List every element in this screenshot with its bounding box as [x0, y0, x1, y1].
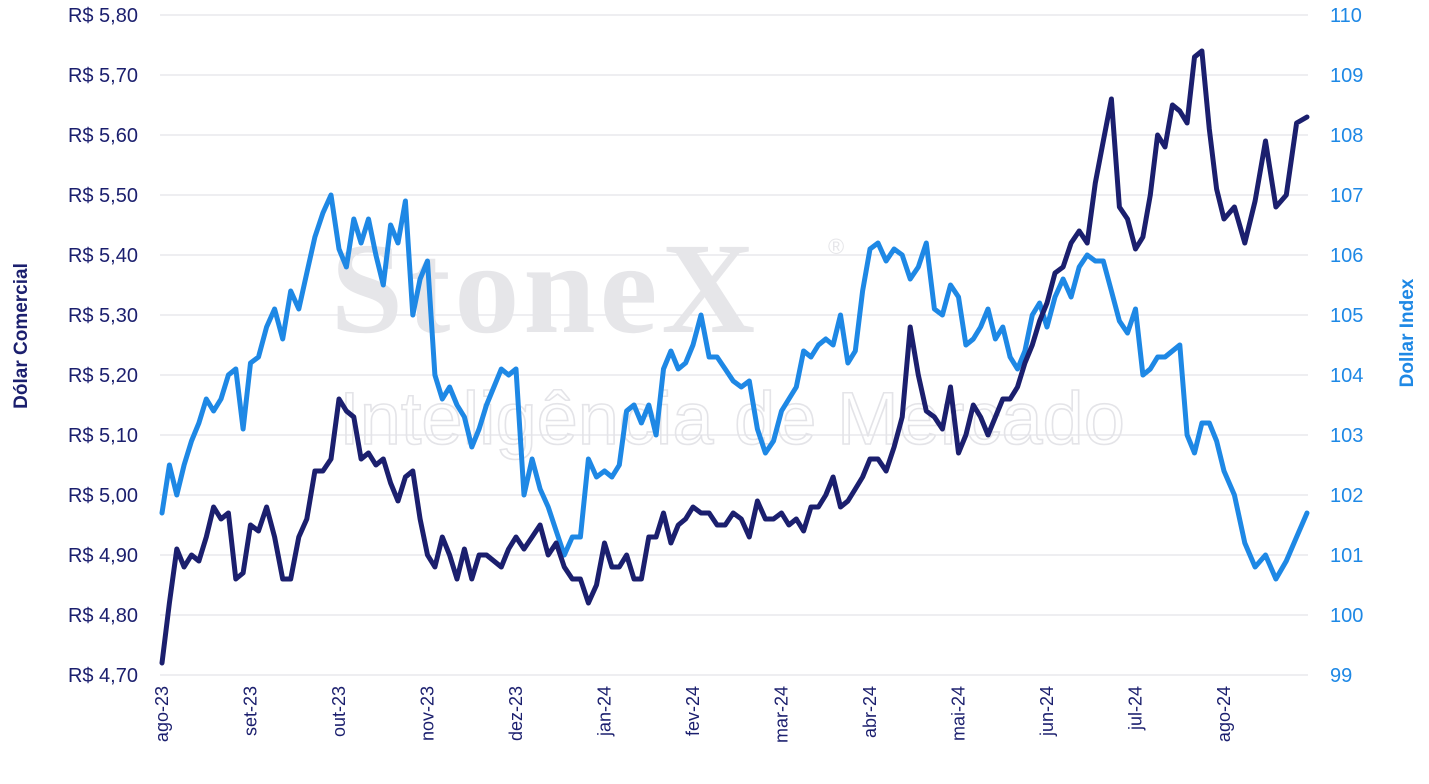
- x-tick-label: jan-24: [595, 686, 615, 737]
- watermark-registered-mark: ®: [828, 234, 844, 259]
- right-tick-label: 106: [1330, 245, 1363, 267]
- left-tick-label: R$ 5,10: [68, 425, 138, 447]
- right-tick-label: 101: [1330, 545, 1363, 567]
- right-tick-label: 108: [1330, 125, 1363, 147]
- x-tick-label: jul-24: [1126, 686, 1146, 731]
- x-tick-label: fev-24: [683, 686, 703, 736]
- dolar-comercial-line: [159, 48, 1310, 666]
- right-tick-label: 103: [1330, 425, 1363, 447]
- x-tick-label: jun-24: [1037, 686, 1057, 737]
- x-tick-label: mar-24: [772, 686, 792, 743]
- right-tick-label: 102: [1330, 485, 1363, 507]
- x-tick-label: dez-23: [506, 686, 526, 741]
- left-tick-label: R$ 4,80: [68, 605, 138, 627]
- left-tick-label: R$ 4,90: [68, 545, 138, 567]
- gridlines: [160, 14, 1308, 676]
- right-axis-ticks: 110 109 108 107 106 105 104 103 102 101 100 99: [1330, 5, 1363, 687]
- right-tick-label: 99: [1330, 665, 1352, 687]
- watermark-brand: StoneX: [331, 217, 759, 361]
- x-axis-ticks: ago-23 set-23 out-23 nov-23 dez-23 jan-24 fev-…: [152, 686, 1234, 743]
- left-tick-label: R$ 5,70: [68, 65, 138, 87]
- left-tick-label: R$ 5,50: [68, 185, 138, 207]
- right-tick-label: 104: [1330, 365, 1363, 387]
- left-axis-title: Dólar Comercial: [11, 263, 32, 409]
- series-lines: [159, 48, 1310, 666]
- left-tick-label: R$ 5,30: [68, 305, 138, 327]
- right-tick-label: 110: [1330, 5, 1362, 27]
- left-tick-label: R$ 5,40: [68, 245, 138, 267]
- right-tick-label: 105: [1330, 305, 1363, 327]
- right-tick-label: 100: [1330, 605, 1363, 627]
- x-tick-label: ago-24: [1214, 686, 1234, 742]
- x-tick-label: mai-24: [949, 686, 969, 741]
- right-tick-label: 109: [1330, 65, 1363, 87]
- left-tick-label: R$ 5,00: [68, 485, 138, 507]
- x-tick-label: out-23: [329, 686, 349, 737]
- left-tick-label: R$ 5,80: [68, 5, 138, 27]
- right-axis-title: Dollar Index: [1397, 278, 1418, 387]
- watermark-tagline: Inteligência de Mercado: [339, 377, 1125, 460]
- x-tick-label: set-23: [241, 686, 261, 736]
- x-tick-label: nov-23: [418, 686, 438, 741]
- left-tick-label: R$ 5,60: [68, 125, 138, 147]
- x-tick-label: ago-23: [152, 686, 172, 742]
- left-tick-label: R$ 4,70: [68, 665, 138, 687]
- left-tick-label: R$ 5,20: [68, 365, 138, 387]
- x-tick-label: abr-24: [860, 686, 880, 738]
- left-axis-ticks: R$ 5,80 R$ 5,70 R$ 5,60 R$ 5,50 R$ 5,40 R$ 5,…: [68, 5, 138, 687]
- dollar-index-line: [159, 192, 1310, 582]
- right-tick-label: 107: [1330, 185, 1363, 207]
